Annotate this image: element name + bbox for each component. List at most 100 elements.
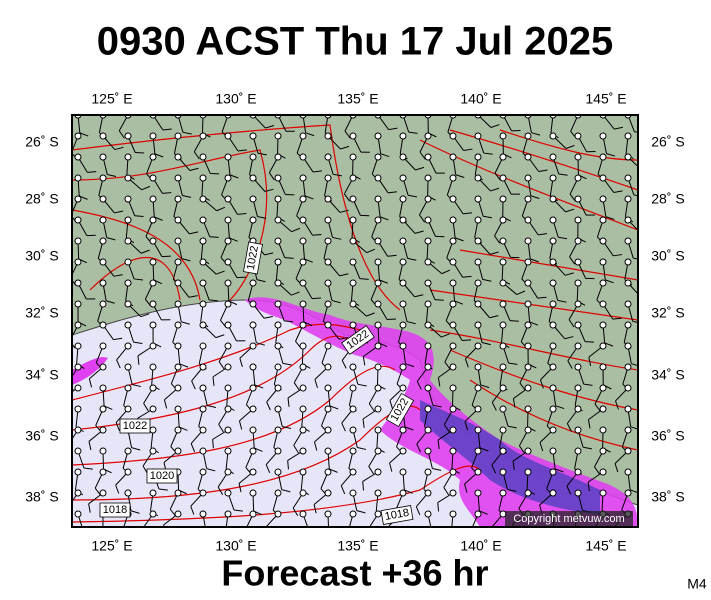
- wind-barb: [149, 300, 171, 321]
- barb-station: [124, 132, 132, 140]
- wind-barb: [491, 447, 507, 474]
- barb-flag: [379, 279, 388, 284]
- isobar-label-text: 1018: [103, 504, 127, 516]
- labels: 125˚ E 125˚ E 130˚ E 130˚ E 135˚ E 135˚ E 140˚…: [25, 91, 684, 554]
- wind-barb: [549, 195, 575, 213]
- barb-station: [324, 363, 332, 371]
- wind-barb: [190, 426, 207, 453]
- barb-flag: [507, 488, 517, 492]
- barb-flag: [491, 464, 497, 474]
- barb-flag: [530, 195, 540, 199]
- barb-flag: [380, 153, 390, 158]
- wind-barb: [549, 132, 575, 149]
- barb-flag: [554, 468, 564, 473]
- wind-barb: [594, 384, 607, 412]
- wind-barb: [324, 279, 341, 304]
- barb-station: [224, 195, 232, 203]
- barb-flag: [518, 445, 525, 454]
- barb-flag: [79, 195, 88, 200]
- barb-flag: [614, 126, 624, 130]
- barb-station: [199, 195, 207, 203]
- barb-flag: [83, 467, 93, 470]
- wind-barb: [273, 363, 282, 391]
- barb-flag: [564, 336, 574, 340]
- wind-barb: [424, 258, 451, 275]
- barb-station: [349, 447, 357, 455]
- wind-barb: [624, 279, 638, 297]
- isobar-label-box: [243, 241, 263, 275]
- barb-station: [299, 216, 307, 224]
- wind-barb: [599, 237, 623, 257]
- wind-barb: [212, 363, 232, 386]
- barb-station: [274, 216, 282, 224]
- barb-station: [324, 216, 332, 224]
- barb-flag: [405, 363, 415, 368]
- wind-barb: [274, 405, 292, 429]
- lon-label: 125˚ E: [91, 91, 132, 107]
- barb-flag: [434, 299, 444, 301]
- barb-station: [524, 237, 532, 245]
- wind-barb: [499, 405, 517, 429]
- barb-flag: [182, 131, 192, 135]
- lat-label: 32˚ S: [651, 305, 684, 321]
- barb-station: [199, 489, 207, 497]
- wind-barb: [518, 426, 532, 454]
- isobar-label-box: [385, 392, 415, 428]
- wind-barb: [624, 342, 638, 367]
- barb-flag: [483, 152, 493, 155]
- barb-flag: [162, 128, 172, 131]
- barb-station: [224, 321, 232, 329]
- barb-station: [99, 258, 107, 266]
- barb-station: [499, 115, 507, 119]
- barb-station: [199, 174, 207, 182]
- barb-station: [599, 153, 607, 161]
- barb-flag: [557, 299, 567, 303]
- wind-barb: [199, 321, 225, 339]
- barb-station: [249, 216, 257, 224]
- wind-barb: [124, 237, 150, 254]
- wind-barb: [491, 384, 507, 411]
- wind-barb: [199, 258, 225, 275]
- barb-station: [549, 321, 557, 329]
- barb-flag: [356, 510, 366, 514]
- lat-label: 30˚ S: [651, 248, 684, 264]
- barb-flag: [239, 358, 243, 368]
- barb-flag: [114, 210, 124, 214]
- barb-station: [474, 153, 482, 161]
- barb-flag: [419, 151, 426, 160]
- wind-barb: [624, 174, 638, 197]
- barb-flag: [212, 439, 214, 449]
- wind-barb: [524, 153, 548, 172]
- barb-station: [299, 258, 307, 266]
- barb-station: [499, 489, 507, 497]
- barb-station: [299, 300, 307, 308]
- wind-barb: [199, 195, 226, 212]
- barb-flag: [555, 405, 565, 410]
- barb-station: [549, 342, 557, 350]
- barb-flag: [115, 484, 120, 494]
- wind-barb: [599, 115, 624, 130]
- barb-station: [474, 510, 482, 518]
- barb-station: [149, 405, 157, 413]
- wind-barb: [299, 237, 313, 263]
- wind-barb: [374, 132, 390, 158]
- barb-station: [499, 405, 507, 413]
- wind-barb: [368, 384, 382, 412]
- wind-barb: [238, 468, 257, 493]
- barb-station: [324, 237, 332, 245]
- barb-station: [299, 342, 307, 350]
- barb-flag: [362, 418, 365, 428]
- barb-station: [74, 426, 82, 434]
- barb-flag: [404, 426, 414, 431]
- wind-barb: [524, 216, 548, 236]
- barb-flag: [408, 194, 418, 198]
- wind-barb: [99, 132, 124, 151]
- barb-flag: [181, 321, 190, 325]
- barb-flag: [368, 466, 374, 475]
- barb-station: [399, 468, 407, 476]
- barb-flag: [389, 400, 394, 410]
- barb-station: [124, 300, 132, 308]
- barb-flag: [437, 502, 440, 512]
- barb-station: [549, 426, 557, 434]
- barb-flag: [86, 298, 96, 300]
